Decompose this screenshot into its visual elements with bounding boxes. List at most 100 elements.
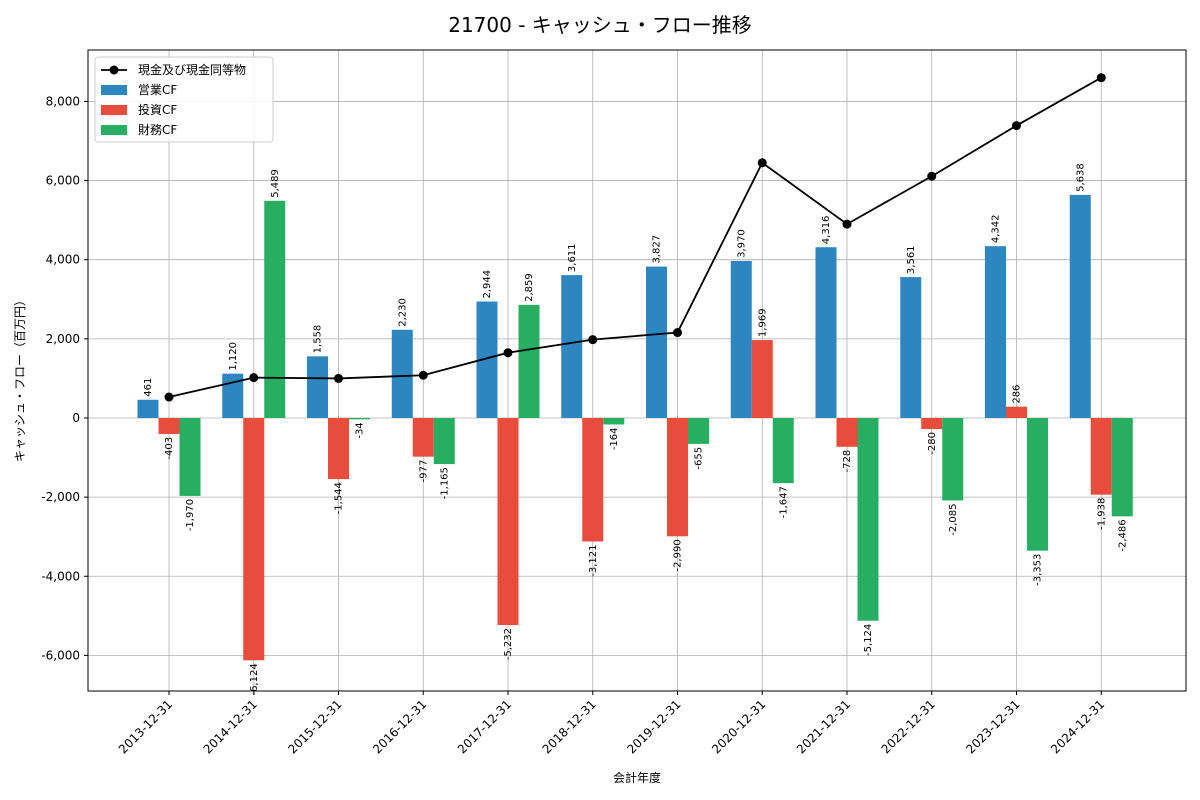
y-tick-label: 4,000 bbox=[46, 253, 80, 267]
bar bbox=[815, 247, 837, 418]
cash-point bbox=[927, 171, 937, 181]
bar-value-label: 4,342 bbox=[991, 215, 1002, 244]
legend-swatch bbox=[101, 85, 127, 95]
legend-label: 投資CF bbox=[138, 102, 177, 117]
cash-point bbox=[1096, 73, 1106, 83]
bar bbox=[1027, 417, 1048, 551]
x-tick-label: 2017-12-31 bbox=[455, 697, 514, 756]
cash-point bbox=[164, 392, 174, 402]
x-tick-label: 2021-12-31 bbox=[794, 697, 853, 756]
cash-point bbox=[249, 373, 259, 383]
cash-point bbox=[334, 373, 343, 383]
bar-value-label: 2,944 bbox=[482, 270, 493, 299]
x-tick-label: 2016-12-31 bbox=[370, 697, 429, 756]
bar bbox=[603, 417, 625, 425]
x-tick-label: 2018-12-31 bbox=[540, 697, 599, 756]
bar bbox=[900, 277, 922, 418]
y-tick-label: 2,000 bbox=[46, 332, 80, 346]
bar bbox=[433, 417, 455, 465]
x-tick-label: 2024-12-31 bbox=[1048, 697, 1107, 756]
bar-value-label: -3,121 bbox=[588, 544, 599, 576]
cash-point bbox=[418, 370, 428, 380]
x-axis: 2013-12-31 2014-12-31 2015-12-31 2016-12-31… bbox=[116, 691, 1107, 756]
bar bbox=[582, 417, 604, 542]
bar-value-label: 5,638 bbox=[1075, 163, 1086, 192]
bar-value-label: -1,165 bbox=[439, 467, 450, 499]
cash-line bbox=[164, 73, 1106, 402]
cash-point bbox=[842, 219, 852, 229]
legend-frame bbox=[94, 56, 274, 143]
bar-value-label: 3,970 bbox=[736, 229, 747, 258]
bar bbox=[328, 417, 349, 480]
bar bbox=[264, 200, 286, 418]
bar bbox=[137, 399, 159, 418]
legend-label: 営業CF bbox=[138, 83, 177, 97]
bar-value-label: 1,558 bbox=[313, 325, 324, 354]
bar-value-label: 5,489 bbox=[270, 169, 281, 198]
bar-value-label: -5,232 bbox=[503, 628, 514, 660]
x-axis-label: 会計年度 bbox=[613, 770, 661, 785]
x-tick-label: 2014-12-31 bbox=[201, 697, 260, 756]
legend-swatch bbox=[101, 125, 127, 135]
bar bbox=[1069, 194, 1091, 418]
bar bbox=[561, 275, 583, 418]
legend-marker bbox=[109, 65, 119, 75]
bar bbox=[412, 417, 434, 457]
legend-swatch bbox=[101, 105, 127, 115]
cash-point bbox=[1012, 121, 1021, 131]
bar-value-label: 1,969 bbox=[757, 308, 768, 337]
cash-line-path bbox=[168, 76, 1102, 398]
bar bbox=[772, 417, 794, 484]
cash-point bbox=[588, 335, 598, 345]
x-tick-label: 2019-12-31 bbox=[624, 697, 683, 756]
bar-labels: 461 1,120 1,558 2,230 2,944 3,611 3,827 3,970 4,… bbox=[143, 163, 1128, 695]
bar-value-label: -1,647 bbox=[778, 486, 789, 518]
bar bbox=[1006, 406, 1027, 418]
bar-value-label: -2,990 bbox=[673, 539, 684, 571]
bar bbox=[222, 373, 244, 418]
bar bbox=[836, 417, 858, 447]
bar-value-label: 3,611 bbox=[567, 243, 578, 272]
bar bbox=[179, 417, 201, 496]
y-tick-label: 8,000 bbox=[46, 94, 80, 108]
bar bbox=[497, 417, 519, 626]
bar bbox=[476, 301, 498, 418]
plot-frame bbox=[87, 49, 1187, 692]
bar-value-label: -403 bbox=[164, 437, 175, 460]
bar bbox=[667, 417, 688, 537]
cash-point bbox=[673, 328, 682, 338]
chart-title: 21700 - キャッシュ・フロー推移 bbox=[448, 13, 752, 37]
bar-value-label: -977 bbox=[418, 460, 429, 483]
y-tick-label: 0 bbox=[72, 411, 80, 425]
y-tick-label: 6,000 bbox=[46, 174, 80, 188]
bar-value-label: 2,230 bbox=[397, 298, 408, 327]
bar-value-label: -2,486 bbox=[1117, 519, 1128, 551]
bar bbox=[391, 329, 413, 418]
bar bbox=[985, 246, 1006, 418]
bar-value-label: -34 bbox=[355, 422, 366, 438]
bar bbox=[158, 417, 180, 434]
bar bbox=[751, 340, 773, 418]
bar-value-label: -164 bbox=[609, 427, 620, 450]
bar-value-label: 4,316 bbox=[821, 216, 832, 245]
bar bbox=[688, 417, 709, 444]
bar bbox=[243, 417, 265, 661]
bar bbox=[857, 417, 879, 621]
bar-value-label: -655 bbox=[694, 447, 705, 470]
bar-value-label: -1,938 bbox=[1096, 498, 1107, 530]
y-tick-label: -6,000 bbox=[41, 648, 80, 662]
legend-label: 現金及び現金同等物 bbox=[138, 62, 246, 77]
y-axis: -6,000 -4,000 -2,000 0 2,000 4,000 6,000 8,000 bbox=[41, 94, 88, 662]
y-tick-label: -2,000 bbox=[41, 490, 80, 504]
x-tick-label: 2020-12-31 bbox=[709, 697, 768, 756]
x-tick-label: 2022-12-31 bbox=[879, 697, 938, 756]
bar-value-label: 2,859 bbox=[524, 273, 535, 302]
bar-value-label: -1,970 bbox=[185, 499, 196, 531]
bar bbox=[1111, 417, 1133, 517]
x-tick-label: 2015-12-31 bbox=[285, 697, 344, 756]
bar bbox=[646, 266, 667, 418]
cash-point bbox=[757, 158, 767, 168]
bar bbox=[518, 304, 540, 418]
